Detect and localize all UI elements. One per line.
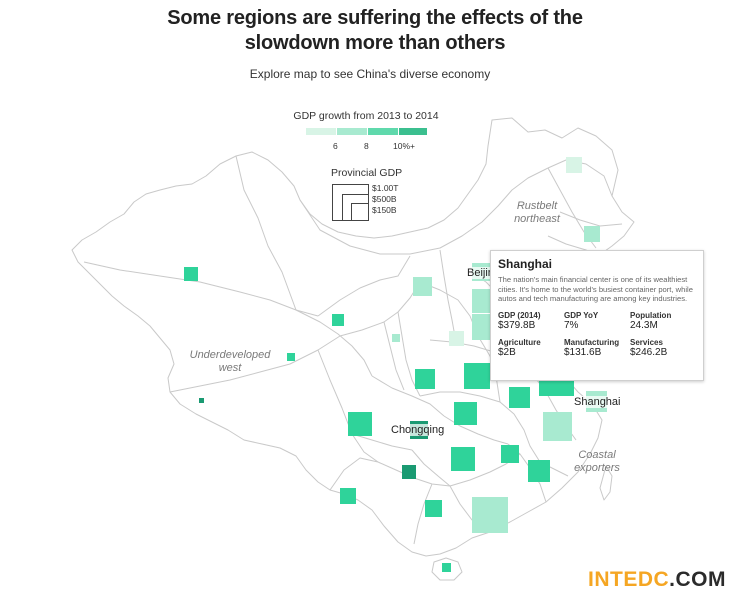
tooltip-stat-label: Manufacturing	[564, 337, 620, 347]
page-subtitle: Explore map to see China's diverse econo…	[249, 67, 491, 81]
growth-legend-tick-8: 8	[364, 141, 369, 151]
gdp-square-guangxi	[425, 500, 442, 517]
growth-legend-swatch-4	[399, 128, 427, 135]
tooltip-stat-value: 24.3M	[630, 319, 658, 331]
tooltip-stat-label: Population	[630, 310, 672, 320]
gdp-square-jiangsu	[539, 378, 574, 396]
tooltip-stat: GDP YoY 7%	[564, 311, 630, 331]
tooltip-stat-value: $2B	[498, 346, 516, 358]
gdp-square-zhejiang	[543, 412, 572, 441]
gdp-square-fujian	[528, 460, 550, 482]
growth-legend-swatch-2	[337, 128, 367, 135]
region-label-west: Underdeveloped west	[180, 349, 280, 375]
tooltip-stat-label: Services	[630, 337, 663, 347]
tooltip-stat-label: GDP YoY	[564, 310, 599, 320]
size-legend-title: Provincial GDP	[331, 167, 403, 179]
growth-legend-swatch-3	[368, 128, 398, 135]
tooltip-stat: Population 24.3M	[630, 311, 696, 331]
tooltip-description: The nation's main financial center is on…	[498, 275, 693, 303]
region-label-coastal: Coastal exporters	[560, 449, 634, 475]
tooltip-stat-label: Agriculture	[498, 337, 541, 347]
gdp-square-hubei	[454, 402, 477, 425]
tooltip-stat: Agriculture $2B	[498, 338, 564, 358]
tooltip-stat-value: 7%	[564, 319, 579, 331]
tooltip-stat-value: $131.6B	[564, 346, 602, 358]
gdp-square-shaanxi	[415, 369, 435, 389]
gdp-square-hainan	[442, 563, 451, 572]
region-label-rustbelt: Rustbelt northeast	[497, 200, 577, 226]
gdp-square-ningxia	[332, 314, 344, 326]
gdp-square-hunan	[451, 447, 475, 471]
tooltip-stat: Manufacturing $131.6B	[564, 338, 630, 358]
size-legend-label-500b: $500B	[372, 194, 397, 204]
title-line-1: Some regions are suffering the effects o…	[167, 7, 583, 29]
gdp-square-anhui	[509, 387, 530, 408]
growth-legend-swatch-1	[306, 128, 336, 135]
gdp-square-shanxi	[449, 331, 464, 346]
size-legend-label-1t: $1.00T	[372, 183, 399, 193]
watermark-part-2: .COM	[669, 568, 726, 591]
city-label-chongqing[interactable]: Chongqing	[390, 424, 446, 436]
growth-legend-tick-10: 10%+	[393, 141, 415, 151]
tooltip-stat-label: GDP (2014)	[498, 310, 541, 320]
tooltip-stat: Services $246.2B	[630, 338, 696, 358]
watermark-part-1: INTEDC	[588, 568, 670, 591]
watermark-logo: INTEDC.COM	[588, 568, 726, 592]
gdp-square-heilongjiang	[566, 157, 582, 173]
gdp-square-inner-mongolia	[413, 277, 432, 296]
title-line-2: slowdown more than others	[244, 32, 506, 54]
gdp-square-tibet	[199, 398, 204, 403]
tooltip-stats: GDP (2014) $379.8B GDP YoY 7% Population 24…	[498, 311, 696, 358]
gdp-square-jiangxi	[501, 445, 519, 463]
gdp-square-yunnan	[340, 488, 356, 504]
gdp-square-gansu	[392, 334, 400, 342]
size-legend-square-small	[351, 203, 369, 221]
gdp-square-guizhou	[402, 465, 416, 479]
growth-legend-title: GDP growth from 2013 to 2014	[293, 110, 439, 122]
taiwan-outline	[599, 465, 613, 501]
province-tooltip: Shanghai The nation's main financial cen…	[490, 250, 704, 381]
gdp-square-guangdong	[472, 497, 508, 533]
gdp-square-xinjiang	[184, 267, 198, 281]
hainan-outline	[431, 557, 463, 581]
tooltip-stat: GDP (2014) $379.8B	[498, 311, 564, 331]
city-label-shanghai[interactable]: Shanghai	[573, 396, 622, 408]
page-title: Some regions are suffering the effects o…	[0, 6, 750, 56]
size-legend-label-150b: $150B	[372, 205, 397, 215]
growth-legend-tick-6: 6	[333, 141, 338, 151]
gdp-square-sichuan	[348, 412, 372, 436]
tooltip-province-name: Shanghai	[498, 257, 553, 271]
region-label-west-text: Underdeveloped west	[189, 349, 271, 374]
tooltip-stat-value: $379.8B	[498, 319, 536, 331]
region-label-rustbelt-text: Rustbelt northeast	[514, 200, 560, 225]
region-label-coastal-text: Coastal exporters	[574, 449, 620, 474]
gdp-square-henan	[464, 363, 490, 389]
tooltip-stat-value: $246.2B	[630, 346, 668, 358]
gdp-square-qinghai	[287, 353, 295, 361]
gdp-square-jilin	[584, 226, 600, 242]
